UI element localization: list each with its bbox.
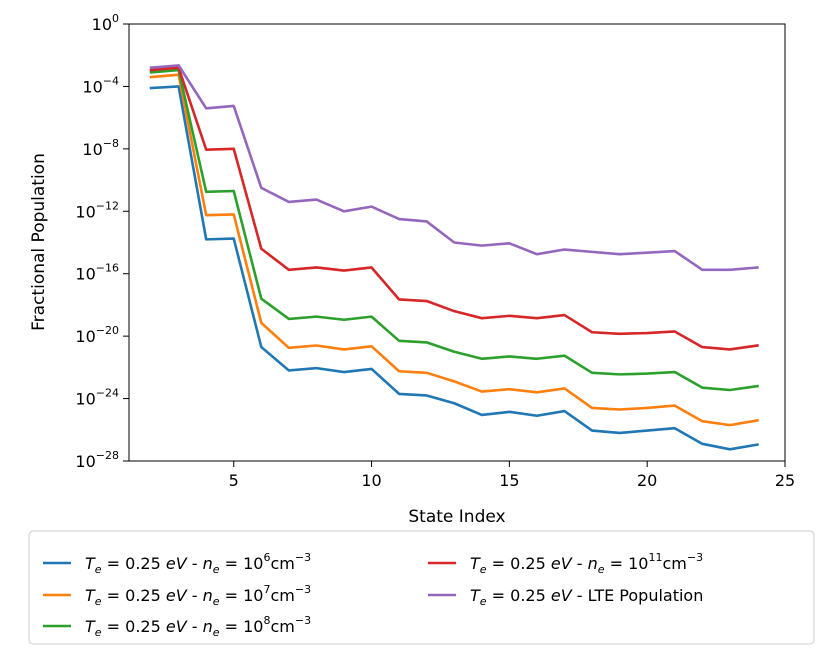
y-axis-label: Fractional Population bbox=[29, 153, 49, 331]
x-axis-label: State Index bbox=[408, 507, 505, 527]
legend: Te = 0.25 eV - ne = 106cm−3 Te = 0.25 eV … bbox=[28, 530, 815, 645]
x-tick-label: 10 bbox=[361, 471, 381, 490]
series-lines bbox=[149, 64, 759, 451]
y-tick-label: 10−16 bbox=[75, 262, 119, 284]
y-tick-label: 10−4 bbox=[82, 74, 119, 96]
legend-label-2: Te = 0.25 eV - ne = 108cm−3 bbox=[85, 614, 311, 639]
y-tick-label: 10−24 bbox=[75, 387, 119, 409]
series-line-2 bbox=[149, 68, 759, 392]
legend-label-3: Te = 0.25 eV - ne = 1011cm−3 bbox=[470, 551, 703, 576]
series-line-4 bbox=[149, 64, 759, 272]
legend-box bbox=[28, 530, 815, 645]
plot-frame bbox=[128, 23, 786, 462]
y-tick-label: 10−28 bbox=[75, 449, 119, 471]
x-axis: 5 10 15 20 25 bbox=[229, 461, 795, 490]
y-tick-label: 10−20 bbox=[75, 324, 119, 346]
legend-label-4: Te = 0.25 eV - LTE Population bbox=[470, 586, 703, 608]
legend-label-1: Te = 0.25 eV - ne = 107cm−3 bbox=[85, 583, 311, 608]
series-line-1 bbox=[149, 73, 759, 427]
y-axis: 10−28 10−24 10−20 10−16 10−12 10−8 10−4 100 bbox=[75, 12, 129, 471]
series-line-0 bbox=[149, 85, 759, 451]
y-tick-label: 10−12 bbox=[75, 199, 119, 221]
x-tick-label: 5 bbox=[229, 471, 239, 490]
y-tick-label: 10−8 bbox=[82, 137, 119, 159]
y-tick-label: 100 bbox=[92, 12, 119, 34]
legend-label-0: Te = 0.25 eV - ne = 106cm−3 bbox=[85, 551, 311, 576]
x-tick-label: 25 bbox=[775, 471, 795, 490]
series-line-3 bbox=[149, 66, 759, 351]
x-tick-label: 20 bbox=[637, 471, 657, 490]
x-tick-label: 15 bbox=[499, 471, 519, 490]
